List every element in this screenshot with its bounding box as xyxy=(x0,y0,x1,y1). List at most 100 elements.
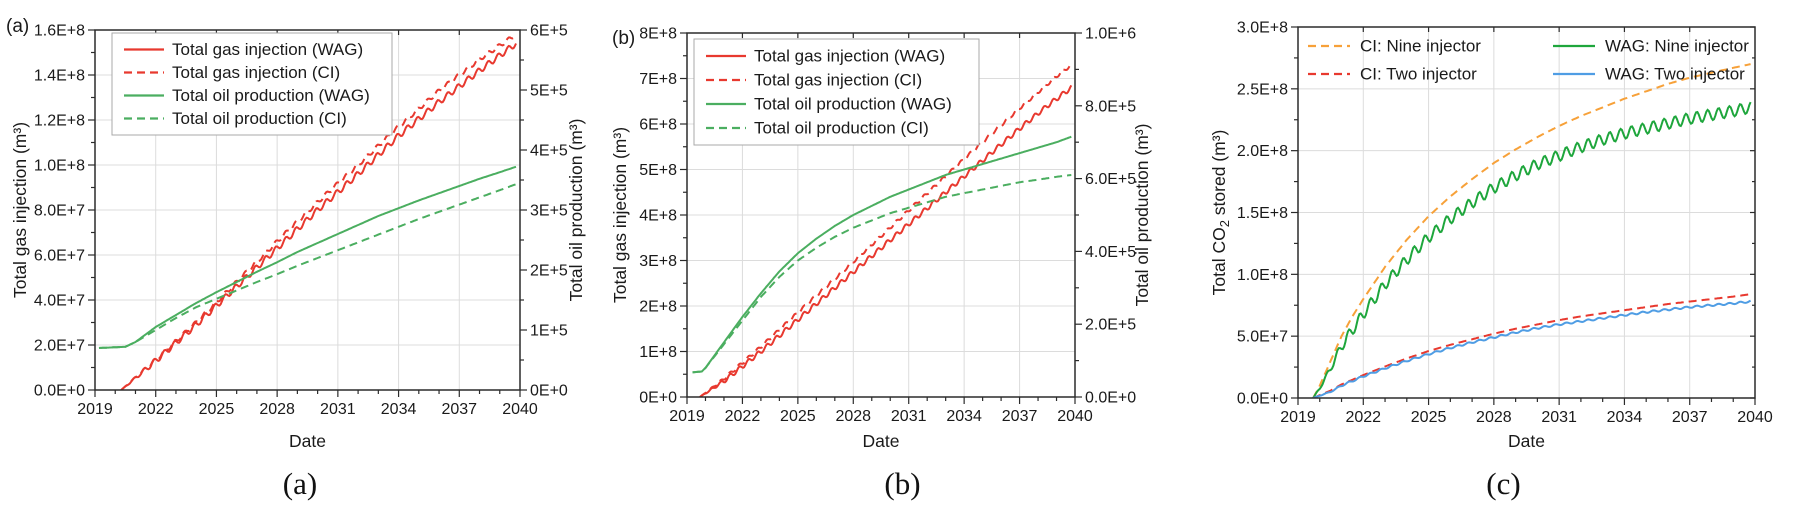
svg-text:3E+5: 3E+5 xyxy=(530,203,568,220)
gridlines xyxy=(1298,27,1755,398)
series-total-gas-injection-ci xyxy=(120,33,517,390)
caption-c: (c) xyxy=(1486,466,1521,501)
ticks xyxy=(88,29,527,397)
svg-text:2037: 2037 xyxy=(441,401,477,418)
svg-text:2037: 2037 xyxy=(1002,408,1038,425)
legend-label: Total gas injection (CI) xyxy=(754,71,922,90)
tick-labels: 2019 2022 2025 2028 2031 2034 2037 2040 0.0E+0 5.… xyxy=(1237,20,1773,427)
svg-text:2031: 2031 xyxy=(320,401,356,418)
svg-text:1.0E+6: 1.0E+6 xyxy=(1085,26,1136,43)
svg-text:6E+5: 6E+5 xyxy=(530,23,568,40)
svg-text:2.0E+8: 2.0E+8 xyxy=(1237,143,1288,160)
axis-title: Total CO2 stored (m³) xyxy=(1209,130,1232,296)
svg-text:2037: 2037 xyxy=(1672,409,1708,426)
svg-text:2025: 2025 xyxy=(780,408,816,425)
axis-title: Total gas injection (m³) xyxy=(610,127,630,303)
legend-label: Total gas injection (CI) xyxy=(172,63,340,82)
svg-text:4.0E+7: 4.0E+7 xyxy=(34,293,85,310)
x-axis-title: Date xyxy=(289,431,326,451)
svg-text:4.0E+5: 4.0E+5 xyxy=(1085,244,1136,261)
series-total-gas-injection-wag xyxy=(120,43,517,390)
svg-text:4E+5: 4E+5 xyxy=(530,143,568,160)
svg-text:2028: 2028 xyxy=(259,401,295,418)
caption-a: (a) xyxy=(282,466,318,501)
x-axis-title: Date xyxy=(1508,431,1545,451)
svg-text:2040: 2040 xyxy=(1737,409,1773,426)
panel-letter: (b) xyxy=(612,28,635,49)
series-ci-two-injector xyxy=(1312,293,1751,398)
caption-b: (b) xyxy=(884,466,921,501)
legend-label: Total oil production (CI) xyxy=(754,119,929,138)
legend-label: CI: Two injector xyxy=(1360,65,1477,84)
svg-text:0.0E+0: 0.0E+0 xyxy=(1237,391,1288,408)
panel-c: 2019 2022 2025 2028 2031 2034 2037 2040 0.0E+0 5.… xyxy=(1205,0,1802,515)
svg-text:0.0E+0: 0.0E+0 xyxy=(34,383,85,400)
series-total-gas-injection-ci xyxy=(699,62,1073,397)
svg-text:4E+8: 4E+8 xyxy=(639,208,677,225)
svg-text:8.0E+5: 8.0E+5 xyxy=(1085,98,1136,115)
svg-text:1.2E+8: 1.2E+8 xyxy=(34,113,85,130)
ticks xyxy=(680,32,1082,404)
panel-b: 2019 2022 2025 2028 2031 2034 2037 2040 0E+0 1E+8… xyxy=(600,0,1205,515)
svg-text:2034: 2034 xyxy=(946,408,982,425)
svg-text:1.0E+8: 1.0E+8 xyxy=(1237,267,1288,284)
svg-text:5.0E+7: 5.0E+7 xyxy=(1237,329,1288,346)
svg-text:2040: 2040 xyxy=(502,401,538,418)
series-group xyxy=(1312,63,1752,398)
legend-label: CI: Nine injector xyxy=(1360,37,1481,56)
svg-text:2031: 2031 xyxy=(891,408,927,425)
tick-labels: 2019 2022 2025 2028 2031 2034 2037 2040 0.0E+0 2.… xyxy=(34,23,568,419)
svg-text:2022: 2022 xyxy=(725,408,761,425)
svg-text:2028: 2028 xyxy=(835,408,871,425)
svg-text:6E+8: 6E+8 xyxy=(639,117,677,134)
svg-text:2019: 2019 xyxy=(1280,409,1316,426)
svg-text:2034: 2034 xyxy=(1607,409,1643,426)
legend: Total gas injection (WAG) Total gas injec… xyxy=(111,32,393,136)
svg-text:2028: 2028 xyxy=(1476,409,1512,426)
axis-title: Total gas injection (m³) xyxy=(10,122,30,298)
axis-title: Total oil production (m³) xyxy=(1132,124,1152,307)
svg-text:6.0E+7: 6.0E+7 xyxy=(34,248,85,265)
svg-text:3.0E+8: 3.0E+8 xyxy=(1237,20,1288,37)
svg-text:2031: 2031 xyxy=(1541,409,1577,426)
legend-label: Total oil production (CI) xyxy=(172,109,347,128)
legend-label: Total gas injection (WAG) xyxy=(754,47,945,66)
svg-text:8.0E+7: 8.0E+7 xyxy=(34,203,85,220)
svg-text:1.0E+8: 1.0E+8 xyxy=(34,158,85,175)
svg-text:1.6E+8: 1.6E+8 xyxy=(34,23,85,40)
svg-text:0E+0: 0E+0 xyxy=(530,383,568,400)
legend-label: Total oil production (WAG) xyxy=(754,95,952,114)
ticks xyxy=(1291,26,1756,405)
svg-text:8E+8: 8E+8 xyxy=(639,26,677,43)
x-axis-title: Date xyxy=(863,431,900,451)
svg-text:2040: 2040 xyxy=(1057,408,1093,425)
series-group xyxy=(98,33,517,390)
svg-text:1E+8: 1E+8 xyxy=(639,344,677,361)
legend-label: Total oil production (WAG) xyxy=(172,86,370,105)
panel-letter: (a) xyxy=(6,16,29,37)
svg-text:1E+5: 1E+5 xyxy=(530,323,568,340)
series-group xyxy=(692,62,1073,397)
svg-text:0.0E+0: 0.0E+0 xyxy=(1085,390,1136,407)
svg-text:2.0E+7: 2.0E+7 xyxy=(34,338,85,355)
svg-text:5E+5: 5E+5 xyxy=(530,83,568,100)
svg-text:2E+5: 2E+5 xyxy=(530,263,568,280)
svg-text:2.0E+5: 2.0E+5 xyxy=(1085,317,1136,334)
panel-a: 2019 2022 2025 2028 2031 2034 2037 2040 0.0E+0 2.… xyxy=(0,0,600,515)
legend-label: WAG: Two injector xyxy=(1605,65,1745,84)
svg-text:2025: 2025 xyxy=(199,401,235,418)
chart-c: 2019 2022 2025 2028 2031 2034 2037 2040 0.0E+0 5.… xyxy=(1209,20,1773,452)
series-total-oil-production-wag xyxy=(98,165,517,349)
svg-text:2022: 2022 xyxy=(138,401,174,418)
series-total-gas-injection-wag xyxy=(699,84,1073,397)
svg-text:1.5E+8: 1.5E+8 xyxy=(1237,205,1288,222)
axis-title: Total oil production (m³) xyxy=(566,119,586,302)
legend-label: Total gas injection (WAG) xyxy=(172,40,363,59)
svg-text:6.0E+5: 6.0E+5 xyxy=(1085,171,1136,188)
tick-labels: 2019 2022 2025 2028 2031 2034 2037 2040 0E+0 1E+8… xyxy=(639,26,1136,426)
svg-text:2019: 2019 xyxy=(77,401,113,418)
series-wag-two-injector xyxy=(1312,299,1752,398)
svg-text:3E+8: 3E+8 xyxy=(639,253,677,270)
chart-a: 2019 2022 2025 2028 2031 2034 2037 2040 0.0E+0 2.… xyxy=(6,16,586,451)
